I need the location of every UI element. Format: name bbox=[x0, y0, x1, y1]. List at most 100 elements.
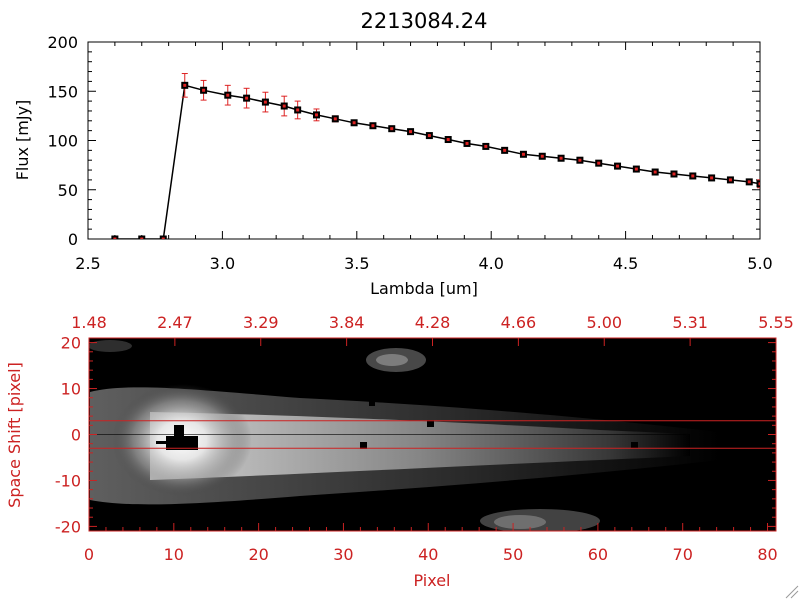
image-top-tick-label: 4.28 bbox=[415, 313, 451, 332]
bad-pixel-dash bbox=[156, 441, 168, 444]
spectrum-x-tick-label: 4.0 bbox=[478, 254, 503, 273]
data-point-center bbox=[597, 161, 601, 165]
data-point-center bbox=[653, 170, 657, 174]
bad-pixel bbox=[631, 442, 638, 448]
data-point-center bbox=[691, 174, 695, 178]
image-x-tick-label: 20 bbox=[248, 545, 268, 564]
image-y-tick-label: 10 bbox=[61, 380, 81, 399]
data-point-center bbox=[113, 237, 117, 239]
image-x-tick-label: 10 bbox=[164, 545, 184, 564]
data-point-center bbox=[314, 113, 318, 117]
bad-pixel-cluster-top bbox=[174, 425, 184, 437]
image-top-tick-label: 5.55 bbox=[758, 313, 794, 332]
spectral-image-plot: 0 10 20 30 40 50 60 70 80 -20 -10 0 10 20 1.48 2.47 3.… bbox=[5, 313, 794, 590]
image-top-tick-label: 4.66 bbox=[501, 313, 537, 332]
data-point-center bbox=[540, 154, 544, 158]
data-point-center bbox=[672, 172, 676, 176]
data-point-center bbox=[634, 167, 638, 171]
image-top-tick-label: 5.31 bbox=[672, 313, 708, 332]
image-top-tick-label: 3.84 bbox=[329, 313, 365, 332]
image-y-tick-label: -20 bbox=[55, 517, 81, 536]
data-point-center bbox=[333, 117, 337, 121]
image-top-tick-label: 1.48 bbox=[71, 313, 107, 332]
spectrum-y-ticks: 0 50 100 150 200 bbox=[47, 33, 760, 249]
data-point-center bbox=[578, 158, 582, 162]
data-point-center bbox=[296, 108, 300, 112]
data-point-center bbox=[484, 144, 488, 148]
image-x-tick-label: 70 bbox=[673, 545, 693, 564]
data-point-center bbox=[710, 176, 714, 180]
image-x-tick-label: 50 bbox=[503, 545, 523, 564]
data-point-center bbox=[202, 88, 206, 92]
image-y-tick-label: 0 bbox=[71, 426, 81, 445]
trace-tail bbox=[150, 412, 690, 480]
spectrum-y-tick-label: 200 bbox=[47, 33, 78, 52]
data-point-center bbox=[728, 178, 732, 182]
data-point-center bbox=[747, 180, 751, 184]
bad-pixel bbox=[369, 399, 375, 406]
data-point-center bbox=[140, 237, 144, 239]
image-x-tick-label: 80 bbox=[757, 545, 777, 564]
spectrum-x-axis-label: Lambda [um] bbox=[370, 279, 478, 298]
spectrum-x-tick-label: 2.5 bbox=[75, 254, 100, 273]
data-point bbox=[138, 235, 146, 239]
image-x-tick-label: 40 bbox=[418, 545, 438, 564]
data-point-center bbox=[521, 152, 525, 156]
faint-blob-top-inner bbox=[376, 354, 408, 366]
chart-title: 2213084.24 bbox=[361, 9, 488, 33]
spectrum-x-tick-label: 3.5 bbox=[344, 254, 369, 273]
image-y-ticks: -20 -10 0 10 20 bbox=[55, 334, 776, 536]
data-point-center bbox=[245, 96, 249, 100]
image-x-tick-label: 60 bbox=[588, 545, 608, 564]
data-point-center bbox=[390, 127, 394, 131]
spectrum-y-tick-label: 100 bbox=[47, 132, 78, 151]
spectrum-y-axis-label: Flux [mJy] bbox=[13, 100, 32, 181]
data-point bbox=[159, 235, 167, 239]
image-y-tick-label: -10 bbox=[55, 471, 81, 490]
data-point-center bbox=[352, 121, 356, 125]
resize-grip-icon[interactable] bbox=[785, 585, 799, 599]
spectrum-x-tick-label: 3.0 bbox=[210, 254, 235, 273]
image-y-axis-label: Space Shift [pixel] bbox=[5, 362, 24, 508]
data-point-center bbox=[161, 237, 165, 239]
spectrum-line bbox=[114, 84, 760, 239]
image-wavelength-ticks: 1.48 2.47 3.29 3.84 4.28 4.66 5.00 5.31 5.55 bbox=[71, 313, 794, 346]
data-point-center bbox=[503, 148, 507, 152]
spectrum-y-tick-label: 0 bbox=[68, 230, 78, 249]
data-point-center bbox=[559, 156, 563, 160]
extraction-aperture-lines bbox=[89, 420, 776, 449]
image-x-axis-label: Pixel bbox=[413, 571, 450, 590]
bad-pixel bbox=[427, 420, 434, 427]
data-point-center bbox=[427, 134, 431, 138]
image-top-tick-label: 5.00 bbox=[586, 313, 622, 332]
spectrum-y-tick-label: 150 bbox=[47, 82, 78, 101]
image-top-tick-label: 2.47 bbox=[157, 313, 193, 332]
faint-blob-corner bbox=[89, 340, 132, 352]
image-x-ticks: 0 10 20 30 40 50 60 70 80 bbox=[84, 523, 778, 564]
data-point bbox=[111, 235, 119, 239]
spectrum-axes-frame bbox=[87, 41, 761, 240]
data-point-center bbox=[465, 141, 469, 145]
data-point-center bbox=[371, 124, 375, 128]
spectrum-series bbox=[111, 73, 760, 239]
spectrum-y-tick-label: 50 bbox=[58, 181, 78, 200]
data-point-center bbox=[183, 83, 187, 87]
data-point-center bbox=[282, 104, 286, 108]
image-top-tick-label: 3.29 bbox=[243, 313, 279, 332]
data-point-center bbox=[446, 138, 450, 142]
data-point-center bbox=[226, 93, 230, 97]
data-point-center bbox=[263, 100, 267, 104]
faint-blob-bottom-inner bbox=[494, 515, 546, 529]
image-x-tick-label: 0 bbox=[84, 545, 94, 564]
data-point-center bbox=[616, 164, 620, 168]
spectrum-x-ticks: 2.5 3.0 3.5 4.0 4.5 5.0 bbox=[75, 42, 773, 273]
image-x-tick-label: 30 bbox=[333, 545, 353, 564]
spectrum-x-tick-label: 5.0 bbox=[747, 254, 772, 273]
bad-pixel-cluster bbox=[166, 436, 198, 450]
image-y-tick-label: 20 bbox=[61, 334, 81, 353]
bad-pixel bbox=[360, 442, 367, 449]
data-point-center bbox=[758, 182, 760, 186]
spectral-image bbox=[89, 338, 776, 531]
spectrum-plot: 2213084.24 2.5 3.0 3.5 4.0 4.5 5.0 0501001502… bbox=[13, 9, 773, 298]
